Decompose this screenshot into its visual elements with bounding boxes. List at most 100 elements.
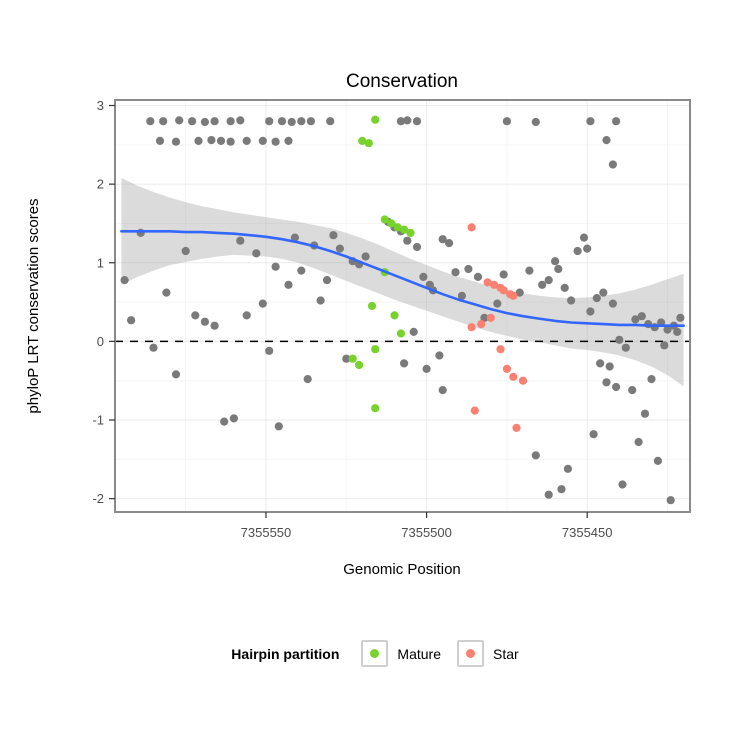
data-point-unpartitioned: [573, 246, 582, 256]
data-point-unpartitioned: [596, 359, 605, 368]
data-point-unpartitioned: [181, 246, 190, 256]
data-point-unpartitioned: [242, 136, 251, 145]
data-point-mature: [355, 360, 364, 370]
data-point-unpartitioned: [457, 291, 466, 300]
data-point-unpartitioned: [252, 249, 261, 258]
data-point-unpartitioned: [647, 375, 656, 384]
data-point-unpartitioned: [396, 117, 405, 126]
data-point-unpartitioned: [525, 266, 534, 275]
legend-key-star: [457, 640, 484, 667]
data-point-unpartitioned: [544, 276, 553, 285]
data-point-unpartitioned: [409, 327, 418, 336]
data-point-unpartitioned: [335, 244, 344, 253]
data-point-unpartitioned: [663, 325, 672, 334]
data-point-unpartitioned: [210, 117, 219, 126]
data-point-unpartitioned: [438, 386, 447, 395]
data-point-star: [518, 376, 528, 385]
data-point-unpartitioned: [493, 299, 502, 308]
data-point-unpartitioned: [557, 485, 566, 494]
data-point-unpartitioned: [284, 280, 293, 289]
data-point-unpartitioned: [326, 117, 335, 126]
data-point-mature: [390, 311, 399, 320]
data-point-unpartitioned: [277, 117, 287, 126]
x-tick-label: 7355550: [241, 525, 292, 540]
data-point-unpartitioned: [634, 437, 643, 447]
data-point-mature: [371, 404, 380, 413]
legend-label-star: Star: [493, 645, 519, 662]
data-point-star: [509, 372, 518, 381]
data-point-star: [486, 313, 495, 322]
y-tick-label: -2: [92, 491, 104, 506]
data-point-unpartitioned: [473, 272, 483, 281]
data-point-unpartitioned: [480, 313, 489, 322]
data-point-star: [470, 406, 479, 415]
data-point-unpartitioned: [146, 117, 155, 126]
data-point-unpartitioned: [586, 307, 595, 316]
data-point-unpartitioned: [583, 244, 592, 253]
data-point-mature: [380, 215, 389, 224]
data-point-unpartitioned: [322, 276, 332, 285]
data-point-unpartitioned: [637, 312, 646, 321]
y-tick-label: 0: [97, 334, 104, 349]
data-point-unpartitioned: [306, 117, 315, 126]
data-point-unpartitioned: [175, 116, 184, 125]
data-point-star: [512, 423, 521, 432]
data-point-unpartitioned: [567, 296, 576, 305]
x-tick-label: 7355500: [401, 525, 452, 540]
data-point-unpartitioned: [403, 236, 412, 245]
data-point-unpartitioned: [451, 268, 460, 277]
data-point-unpartitioned: [210, 321, 219, 330]
data-point-unpartitioned: [445, 239, 454, 248]
y-tick-label: -1: [92, 413, 104, 428]
data-point-unpartitioned: [586, 117, 595, 126]
data-point-unpartitioned: [329, 231, 338, 240]
data-point-unpartitioned: [236, 116, 245, 125]
data-point-unpartitioned: [618, 480, 627, 489]
loess-smooth-line: [120, 230, 685, 328]
data-point-unpartitioned: [499, 270, 508, 279]
y-tick-label: 2: [97, 177, 104, 192]
data-point-unpartitioned: [464, 264, 473, 274]
data-point-star: [483, 278, 492, 287]
star-dot-icon: [466, 649, 475, 658]
data-point-mature: [406, 228, 415, 237]
data-point-unpartitioned: [290, 233, 299, 242]
data-point-unpartitioned: [159, 117, 168, 126]
data-point-unpartitioned: [631, 315, 640, 324]
data-point-unpartitioned: [592, 294, 601, 303]
data-point-mature: [396, 329, 405, 338]
data-point-unpartitioned: [579, 233, 589, 242]
hairpin-partition-legend: Hairpin partition Mature Star: [0, 640, 750, 667]
data-point-unpartitioned: [599, 288, 608, 297]
data-point-star: [490, 280, 499, 289]
panel-border: [114, 99, 691, 513]
data-point-unpartitioned: [274, 422, 283, 431]
data-point-unpartitioned: [538, 280, 547, 289]
data-point-star: [502, 364, 511, 373]
data-point-mature: [400, 225, 409, 234]
data-point-star: [467, 323, 476, 332]
data-point-mature: [371, 345, 380, 354]
data-point-unpartitioned: [640, 409, 650, 418]
data-point-unpartitioned: [242, 311, 251, 320]
legend-entry-mature: Mature: [361, 640, 441, 667]
data-point-unpartitioned: [438, 235, 447, 244]
data-point-unpartitioned: [342, 354, 351, 363]
data-point-unpartitioned: [422, 364, 431, 373]
data-point-unpartitioned: [419, 272, 428, 281]
data-point-unpartitioned: [502, 117, 511, 126]
data-point-unpartitioned: [435, 351, 444, 360]
legend-key-mature: [361, 640, 389, 667]
data-point-unpartitioned: [188, 117, 197, 126]
data-point-mature: [393, 223, 402, 232]
data-point-unpartitioned: [162, 288, 171, 297]
data-point-mature: [358, 136, 367, 145]
data-point-unpartitioned: [560, 283, 569, 292]
data-point-unpartitioned: [666, 496, 675, 505]
data-point-mature: [348, 354, 357, 363]
data-point-unpartitioned: [258, 136, 267, 145]
data-point-unpartitioned: [271, 137, 280, 146]
data-point-unpartitioned: [149, 343, 158, 352]
data-point-unpartitioned: [155, 136, 165, 145]
